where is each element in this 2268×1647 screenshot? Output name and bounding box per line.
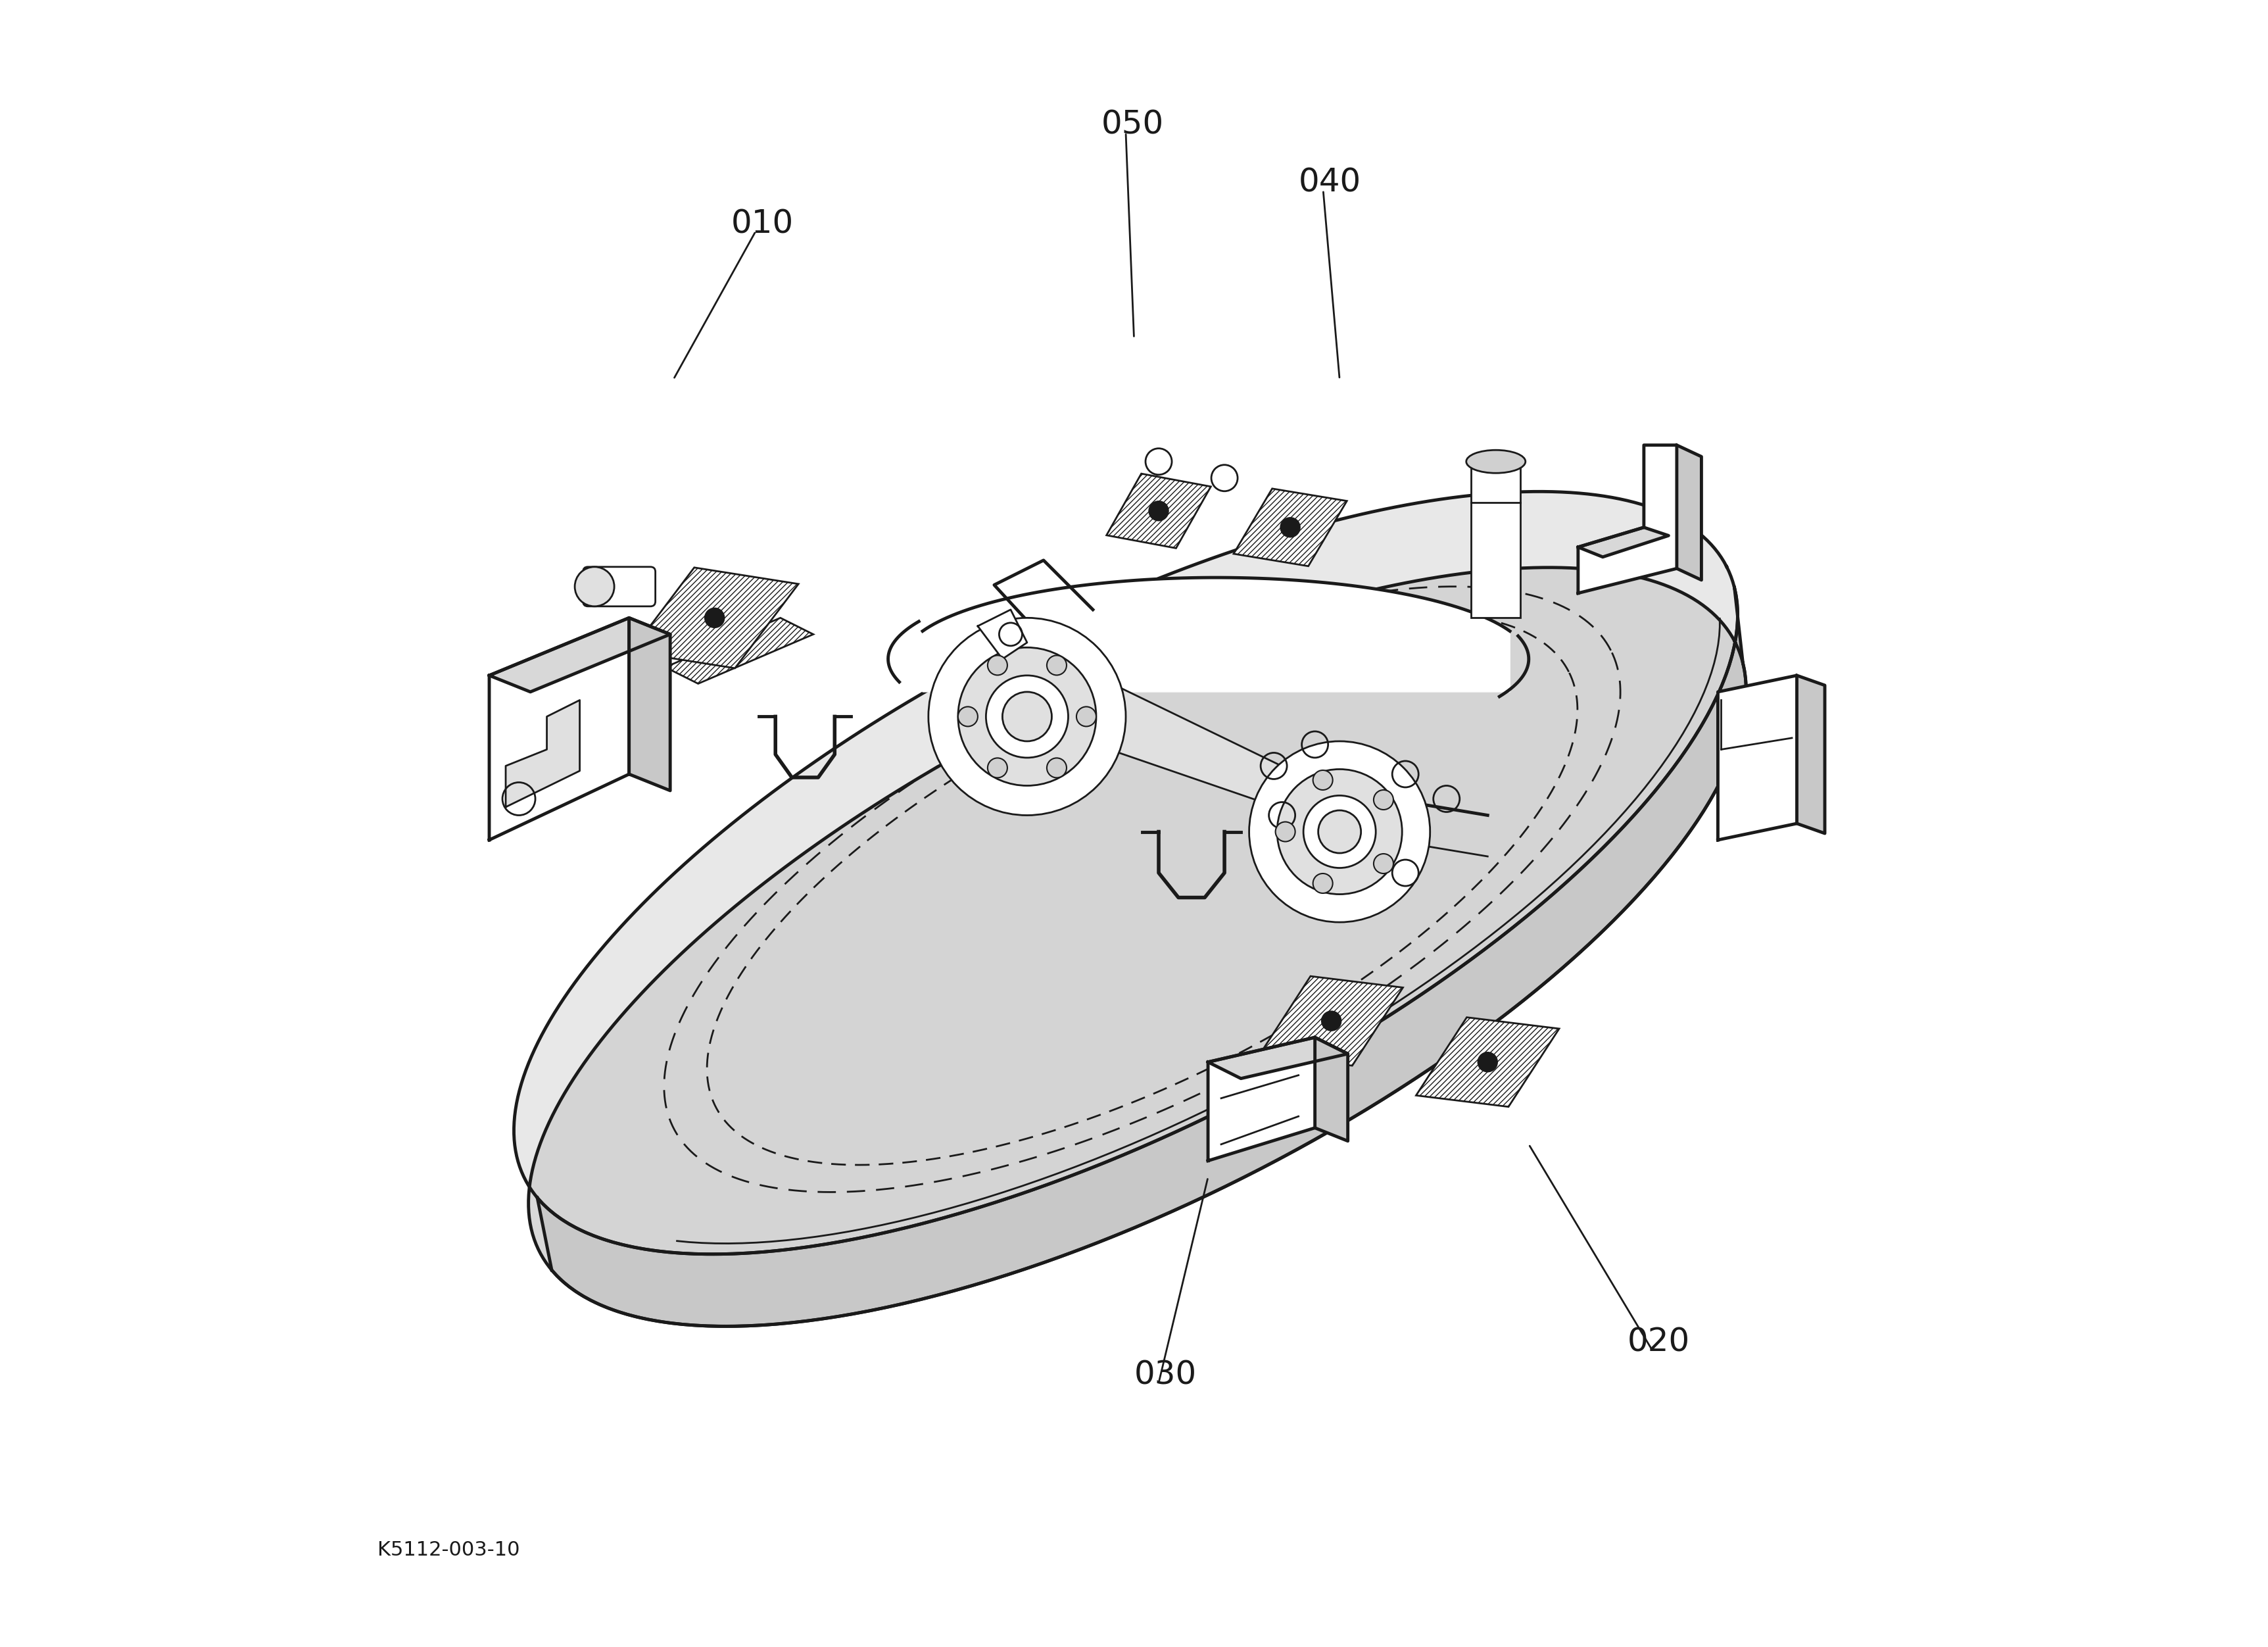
Polygon shape — [1107, 474, 1211, 548]
Polygon shape — [631, 568, 798, 669]
Polygon shape — [1084, 670, 1397, 840]
Polygon shape — [1209, 1038, 1347, 1079]
Polygon shape — [1315, 1038, 1347, 1141]
Circle shape — [1250, 741, 1431, 922]
Circle shape — [1150, 501, 1168, 520]
Circle shape — [1304, 796, 1377, 868]
Circle shape — [1048, 758, 1066, 777]
Circle shape — [574, 567, 615, 606]
Circle shape — [957, 647, 1095, 786]
Polygon shape — [506, 700, 581, 807]
Polygon shape — [1415, 1018, 1558, 1107]
Text: 010: 010 — [730, 208, 794, 239]
Circle shape — [987, 656, 1007, 675]
Ellipse shape — [1465, 450, 1526, 473]
Circle shape — [1318, 810, 1361, 853]
Polygon shape — [923, 578, 1510, 692]
FancyBboxPatch shape — [1472, 461, 1520, 618]
Polygon shape — [665, 618, 814, 684]
Circle shape — [1374, 853, 1393, 873]
Polygon shape — [515, 491, 1737, 1253]
Polygon shape — [1676, 445, 1701, 580]
Circle shape — [1277, 769, 1402, 894]
Circle shape — [957, 707, 978, 726]
Circle shape — [1313, 873, 1334, 893]
Circle shape — [705, 608, 723, 628]
Polygon shape — [1579, 527, 1669, 557]
Circle shape — [1275, 822, 1295, 842]
Polygon shape — [528, 568, 1746, 1326]
Polygon shape — [538, 588, 1746, 1326]
Polygon shape — [978, 609, 1027, 659]
Circle shape — [1281, 517, 1300, 537]
Polygon shape — [1579, 445, 1676, 593]
Polygon shape — [1259, 977, 1404, 1066]
Text: 020: 020 — [1628, 1326, 1690, 1359]
Polygon shape — [1717, 675, 1796, 840]
FancyBboxPatch shape — [583, 567, 655, 606]
Text: 030: 030 — [1134, 1359, 1198, 1392]
Polygon shape — [1796, 675, 1826, 833]
Polygon shape — [1209, 1038, 1315, 1161]
Text: 040: 040 — [1300, 166, 1361, 198]
Polygon shape — [628, 618, 669, 791]
Circle shape — [1479, 1052, 1497, 1072]
Circle shape — [1048, 656, 1066, 675]
Circle shape — [987, 675, 1068, 758]
Circle shape — [987, 758, 1007, 777]
Circle shape — [1322, 1011, 1340, 1031]
Text: 050: 050 — [1100, 109, 1163, 140]
Text: K5112-003-10: K5112-003-10 — [376, 1540, 519, 1560]
Circle shape — [1077, 707, 1095, 726]
Circle shape — [1002, 692, 1052, 741]
Circle shape — [1374, 791, 1393, 810]
Circle shape — [1313, 771, 1334, 791]
Circle shape — [928, 618, 1125, 815]
Polygon shape — [490, 618, 628, 840]
Polygon shape — [1234, 489, 1347, 567]
Polygon shape — [490, 618, 669, 692]
